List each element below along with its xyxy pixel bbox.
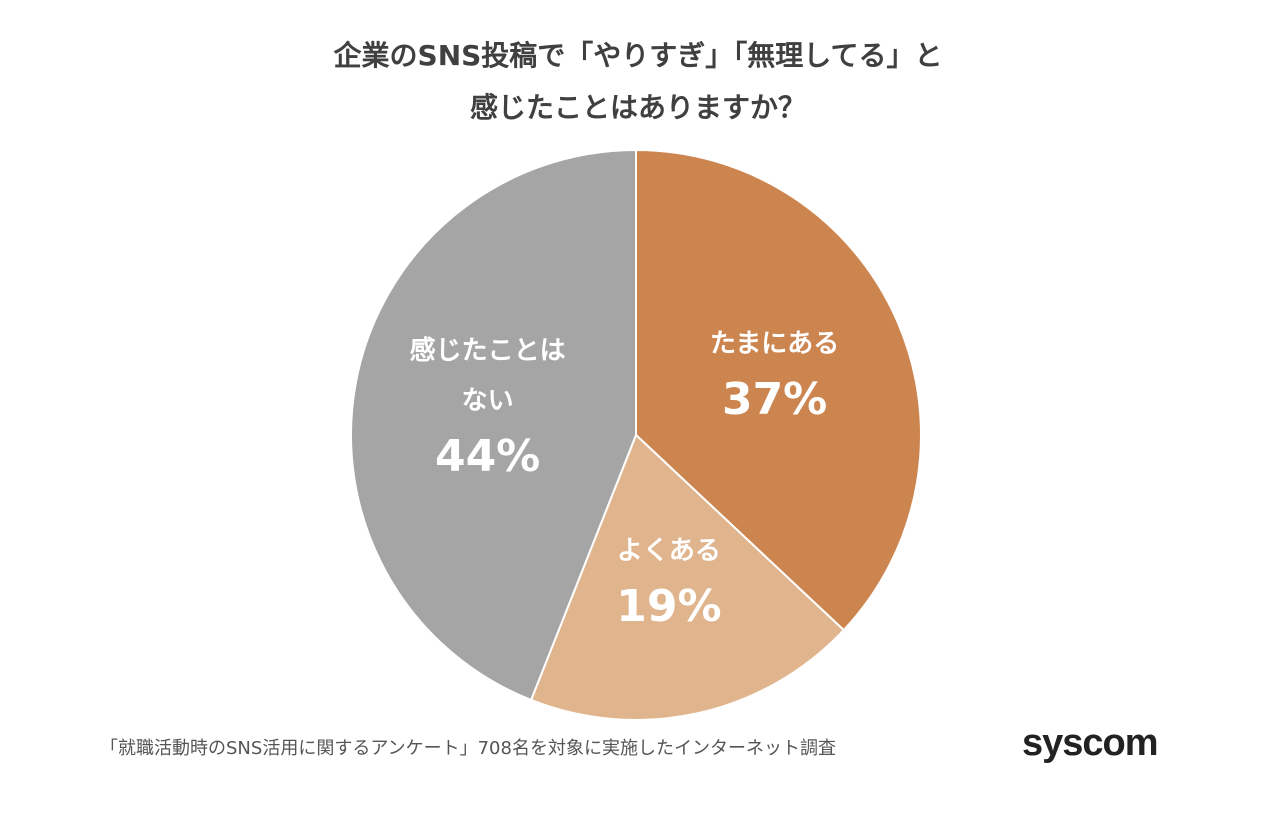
pie-slice (529, 433, 846, 721)
value-label: 37% (721, 374, 828, 425)
logo: syscom (1022, 722, 1159, 764)
source-note: 「就職活動時のSNS活用に関するアンケート」708名を対象に実施したインターネッ… (100, 738, 836, 759)
title-line: 企業のSNS投稿で「やりすぎ」「無理してる」と (333, 39, 943, 72)
pie-slice (350, 148, 637, 702)
chart-title: 企業のSNS投稿で「やりすぎ」「無理してる」と 感じたことはありますか？ (0, 30, 1276, 134)
value-label: 44% (434, 430, 541, 482)
pie-slice (635, 148, 922, 632)
slice-label: たまにある 37% (685, 319, 865, 431)
category-label: たまにある (710, 329, 840, 359)
category-label: 感じたことはない (409, 335, 566, 416)
slice-label: よくある 19% (579, 526, 759, 638)
value-label: 19% (616, 581, 722, 633)
slice-label: 感じたことはない 44% (398, 326, 578, 488)
category-label: よくある (616, 536, 721, 567)
title-line: 感じたことはありますか？ (469, 91, 806, 124)
